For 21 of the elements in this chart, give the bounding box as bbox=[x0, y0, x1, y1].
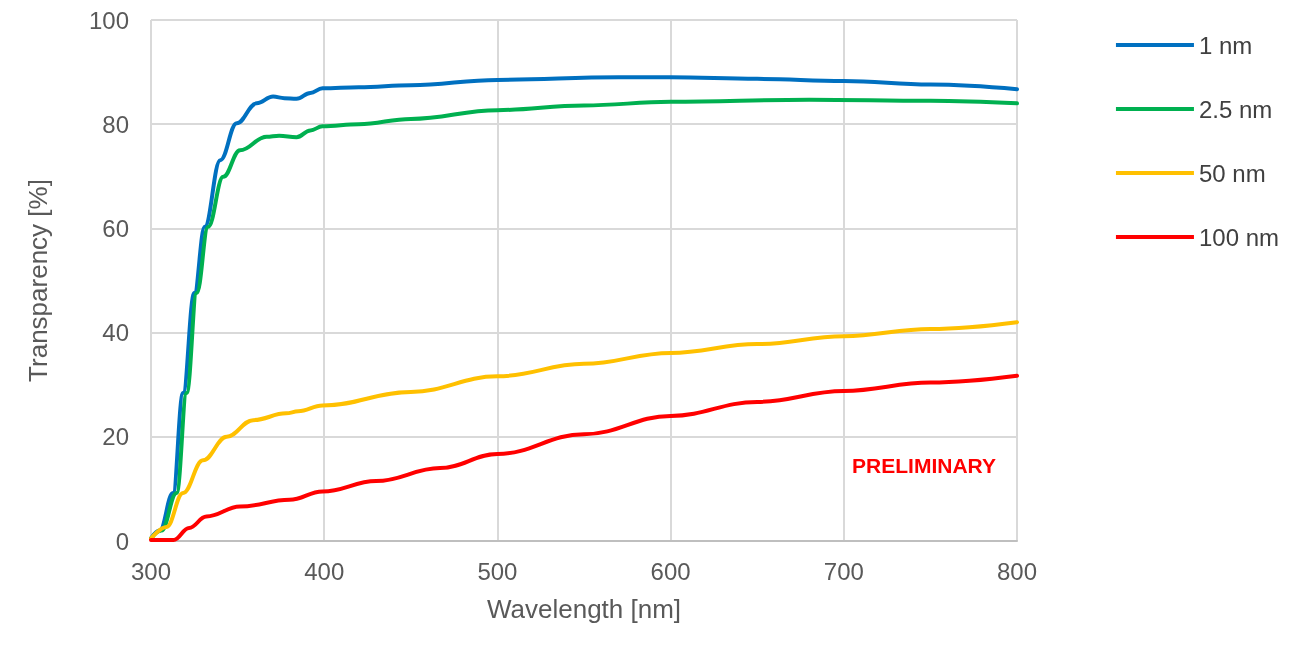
y-tick-label: 40 bbox=[102, 319, 129, 347]
x-tick-label: 600 bbox=[650, 557, 691, 585]
legend-label: 2.5 nm bbox=[1198, 95, 1273, 123]
y-tick-label: 80 bbox=[102, 110, 129, 138]
x-tick-label: 300 bbox=[130, 557, 172, 585]
x-tick-label: 500 bbox=[477, 557, 518, 585]
x-tick-label: 700 bbox=[823, 557, 864, 585]
y-tick-label: 60 bbox=[102, 214, 129, 242]
y-tick-label: 0 bbox=[115, 527, 129, 555]
y-axis-title: Transparency [%] bbox=[23, 179, 53, 382]
y-tick-label: 20 bbox=[102, 423, 129, 451]
x-tick-label: 400 bbox=[304, 557, 345, 585]
line-series bbox=[149, 320, 1019, 541]
legend-label: 1 nm bbox=[1198, 31, 1253, 59]
annotation: PRELIMINARY bbox=[852, 454, 997, 477]
x-axis-title: Wavelength [nm] bbox=[486, 594, 682, 624]
legend-label: 50 nm bbox=[1198, 159, 1266, 187]
legend-label: 100 nm bbox=[1198, 223, 1280, 251]
y-tick-label: 100 bbox=[88, 6, 129, 34]
x-tick-label: 800 bbox=[996, 557, 1038, 585]
line-series bbox=[149, 373, 1019, 542]
